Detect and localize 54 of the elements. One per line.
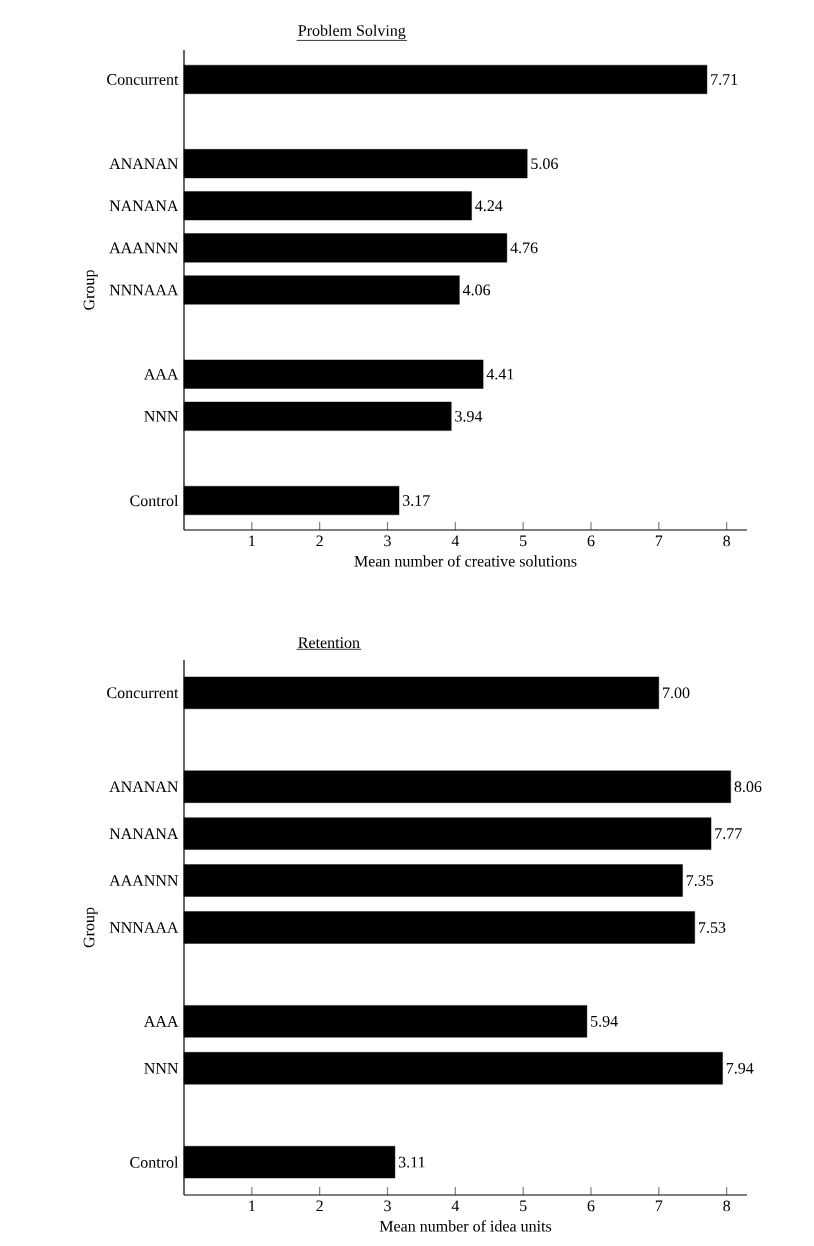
y-tick-label: NANANA xyxy=(109,828,179,839)
x-tick-label: 1 xyxy=(249,535,255,547)
data-label: 7.35 xyxy=(686,875,714,886)
y-tick-label: ANANAN xyxy=(109,781,179,792)
x-tick-label: 8 xyxy=(723,535,731,547)
y-tick-label: NNN xyxy=(144,411,179,422)
x-tick-label: 2 xyxy=(316,535,323,547)
data-label: 4.06 xyxy=(462,284,491,296)
y-tick-label: NNN xyxy=(144,1063,179,1074)
data-label: 4.24 xyxy=(475,200,503,212)
y-tick-label: Control xyxy=(130,1156,179,1168)
x-tick-label: 7 xyxy=(655,535,663,546)
x-tick-label: 8 xyxy=(723,1200,731,1212)
data-label: 3.94 xyxy=(455,410,483,422)
x-tick-label: 6 xyxy=(587,1200,595,1212)
data-label: 8.06 xyxy=(734,781,762,793)
x-axis-title: Mean number of creative solutions xyxy=(354,555,577,567)
data-label: 7.71 xyxy=(711,74,738,85)
y-tick-label: AAANNN xyxy=(109,242,179,254)
y-tick-label: AAANNN xyxy=(109,875,179,886)
chart-title: Problem Solving xyxy=(298,24,406,40)
y-axis-title: Group xyxy=(83,907,98,948)
y-tick-label: NNNAAA xyxy=(109,284,179,296)
y-tick-label: AAA xyxy=(143,1016,179,1027)
data-label: 7.94 xyxy=(726,1062,754,1074)
y-tick-label: Control xyxy=(130,494,179,507)
y-tick-label: AAA xyxy=(143,368,179,380)
x-tick-label: 5 xyxy=(520,1200,527,1212)
y-tick-label: Concurrent xyxy=(107,74,179,85)
y-axis-title: Group xyxy=(83,270,98,310)
data-label: 7.77 xyxy=(715,828,742,839)
data-label: 7.53 xyxy=(699,922,726,933)
data-label: 3.17 xyxy=(402,495,430,506)
data-label: 3.11 xyxy=(398,1156,425,1168)
x-tick-label: 4 xyxy=(451,535,460,547)
data-label: 7.00 xyxy=(663,687,690,699)
y-tick-label: NANANA xyxy=(109,200,179,212)
x-tick-label: 6 xyxy=(587,535,595,547)
x-axis-title: Mean number of idea units xyxy=(379,1220,552,1232)
data-label: 5.06 xyxy=(531,158,558,170)
x-tick-label: 5 xyxy=(520,535,527,547)
y-tick-label: NNNAAA xyxy=(109,922,179,933)
data-label: 5.94 xyxy=(591,1015,618,1027)
data-label: 4.41 xyxy=(486,368,514,380)
x-tick-label: 4 xyxy=(451,1200,460,1212)
x-tick-label: 1 xyxy=(249,1200,255,1212)
y-tick-label: Concurrent xyxy=(107,687,179,699)
x-tick-label: 3 xyxy=(384,535,391,547)
chart-title: Retention xyxy=(298,637,360,649)
x-tick-label: 2 xyxy=(316,1200,323,1212)
y-tick-label: ANANAN xyxy=(109,158,179,169)
x-tick-label: 7 xyxy=(655,1200,663,1212)
x-tick-label: 3 xyxy=(384,1200,391,1212)
data-label: 4.76 xyxy=(510,242,538,254)
